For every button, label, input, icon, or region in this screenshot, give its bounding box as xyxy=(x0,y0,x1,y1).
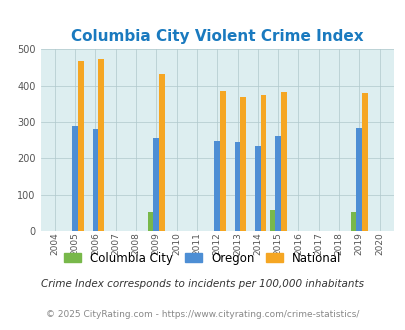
Bar xyxy=(280,92,286,231)
Legend: Columbia City, Oregon, National: Columbia City, Oregon, National xyxy=(60,247,345,269)
Bar xyxy=(361,93,367,231)
Bar xyxy=(350,212,356,231)
Text: © 2025 CityRating.com - https://www.cityrating.com/crime-statistics/: © 2025 CityRating.com - https://www.city… xyxy=(46,310,359,319)
Title: Columbia City Violent Crime Index: Columbia City Violent Crime Index xyxy=(71,29,362,44)
Bar xyxy=(78,61,83,231)
Bar xyxy=(234,143,240,231)
Bar xyxy=(220,90,225,231)
Bar xyxy=(98,59,104,231)
Text: Crime Index corresponds to incidents per 100,000 inhabitants: Crime Index corresponds to incidents per… xyxy=(41,279,364,289)
Bar xyxy=(356,127,361,231)
Bar xyxy=(159,74,164,231)
Bar xyxy=(72,126,78,231)
Bar xyxy=(214,141,220,231)
Bar xyxy=(240,97,245,231)
Bar xyxy=(153,138,159,231)
Bar xyxy=(147,212,153,231)
Bar xyxy=(275,136,280,231)
Bar xyxy=(269,210,275,231)
Bar xyxy=(92,129,98,231)
Bar xyxy=(260,95,266,231)
Bar xyxy=(254,147,260,231)
